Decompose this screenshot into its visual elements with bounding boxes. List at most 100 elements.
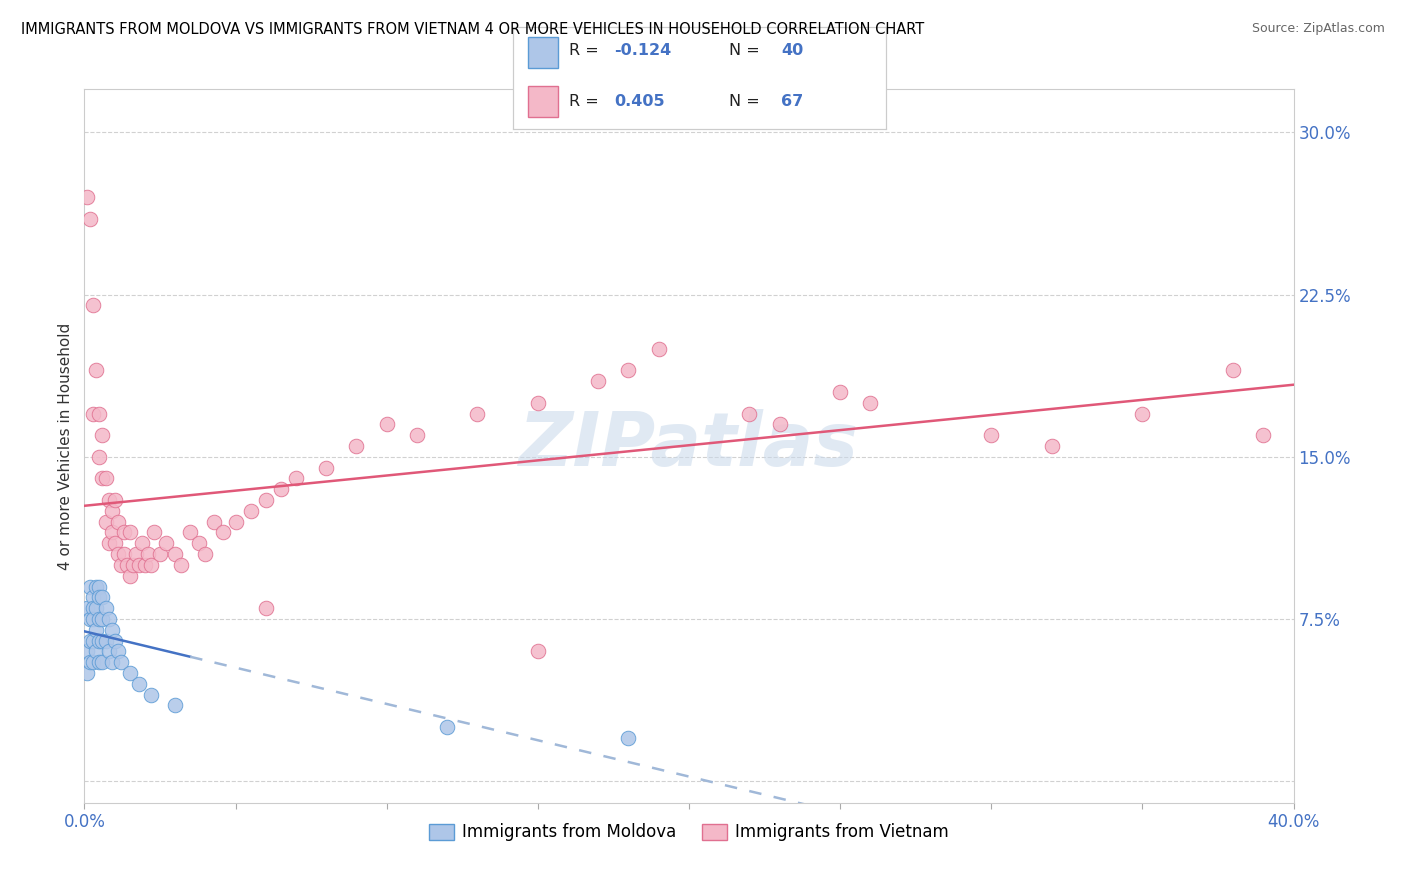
Point: [270, 482, 292, 496]
FancyBboxPatch shape: [529, 87, 558, 117]
Point: [89, 407, 111, 421]
Point: [97, 644, 120, 658]
Point: [89, 633, 111, 648]
Point: [79, 612, 101, 626]
Text: -0.124: -0.124: [614, 44, 671, 58]
Point: [254, 601, 277, 615]
Point: [107, 644, 129, 658]
Point: [239, 504, 262, 518]
Point: [86, 601, 108, 615]
Point: [225, 515, 247, 529]
Point: [89, 655, 111, 669]
Point: [436, 720, 458, 734]
Point: [89, 580, 111, 594]
Legend: Immigrants from Moldova, Immigrants from Vietnam: Immigrants from Moldova, Immigrants from…: [422, 817, 956, 848]
Point: [128, 677, 150, 691]
Y-axis label: 4 or more Vehicles in Household: 4 or more Vehicles in Household: [58, 322, 73, 570]
Point: [125, 547, 148, 561]
Point: [91, 612, 114, 626]
Point: [527, 644, 550, 658]
Point: [588, 374, 610, 388]
Point: [128, 558, 150, 572]
Point: [97, 612, 120, 626]
Point: [179, 525, 201, 540]
Point: [131, 536, 153, 550]
Text: R =: R =: [569, 44, 605, 58]
Text: N =: N =: [730, 95, 765, 109]
Point: [136, 547, 159, 561]
Point: [1130, 407, 1153, 421]
Point: [89, 450, 111, 464]
FancyBboxPatch shape: [529, 37, 558, 68]
Point: [738, 407, 761, 421]
Point: [769, 417, 792, 432]
Point: [617, 363, 640, 377]
Point: [149, 547, 172, 561]
Point: [91, 591, 114, 605]
Point: [118, 666, 141, 681]
Point: [86, 580, 108, 594]
Point: [89, 612, 111, 626]
Point: [97, 536, 120, 550]
Point: [94, 515, 117, 529]
Point: [82, 591, 104, 605]
Point: [121, 558, 143, 572]
Point: [86, 363, 108, 377]
Point: [188, 536, 211, 550]
Point: [527, 396, 550, 410]
Point: [115, 558, 138, 572]
Text: N =: N =: [730, 44, 765, 58]
Point: [112, 547, 135, 561]
Point: [107, 515, 129, 529]
Text: 0.405: 0.405: [614, 95, 665, 109]
Point: [118, 568, 141, 582]
Point: [82, 407, 104, 421]
Point: [375, 417, 398, 432]
Point: [79, 580, 101, 594]
Point: [82, 655, 104, 669]
Point: [79, 633, 101, 648]
Point: [79, 211, 101, 226]
Text: R =: R =: [569, 95, 605, 109]
Point: [165, 547, 187, 561]
Point: [110, 558, 132, 572]
Point: [194, 547, 217, 561]
Point: [285, 471, 308, 485]
Point: [82, 612, 104, 626]
Point: [165, 698, 187, 713]
Point: [89, 591, 111, 605]
Point: [82, 601, 104, 615]
Point: [346, 439, 368, 453]
Point: [142, 525, 165, 540]
Point: [202, 515, 225, 529]
Point: [91, 633, 114, 648]
Point: [79, 655, 101, 669]
Point: [104, 493, 127, 508]
Point: [859, 396, 882, 410]
Point: [100, 525, 122, 540]
Point: [112, 525, 135, 540]
Point: [100, 623, 122, 637]
Point: [91, 428, 114, 442]
Point: [134, 558, 156, 572]
Point: [91, 471, 114, 485]
Point: [1040, 439, 1063, 453]
Point: [104, 536, 127, 550]
Point: [76, 190, 98, 204]
Point: [830, 384, 852, 399]
Point: [97, 493, 120, 508]
Text: 40: 40: [782, 44, 804, 58]
Point: [170, 558, 193, 572]
Point: [86, 623, 108, 637]
Point: [1222, 363, 1244, 377]
Point: [94, 471, 117, 485]
Point: [94, 633, 117, 648]
Point: [1253, 428, 1275, 442]
Point: [94, 601, 117, 615]
Point: [155, 536, 177, 550]
Point: [110, 655, 132, 669]
Point: [86, 644, 108, 658]
Point: [617, 731, 640, 745]
Point: [76, 666, 98, 681]
Text: IMMIGRANTS FROM MOLDOVA VS IMMIGRANTS FROM VIETNAM 4 OR MORE VEHICLES IN HOUSEHO: IMMIGRANTS FROM MOLDOVA VS IMMIGRANTS FR…: [21, 22, 924, 37]
